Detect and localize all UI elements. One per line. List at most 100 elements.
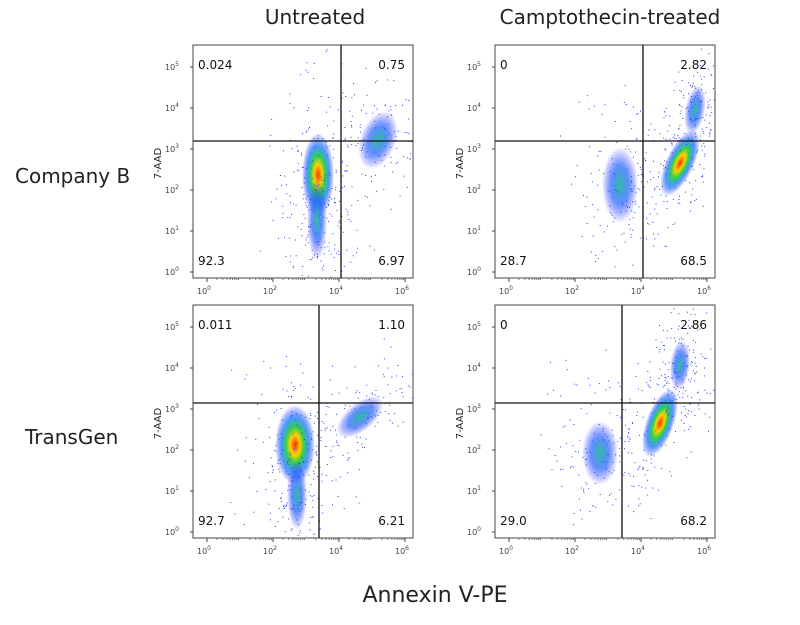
event-dot	[403, 156, 405, 158]
tick-exponent: 3	[175, 143, 179, 150]
event-dot	[689, 381, 691, 383]
event-dot	[669, 471, 671, 473]
tick-base: 10	[395, 287, 405, 296]
event-dot	[591, 181, 593, 183]
density-core	[684, 85, 706, 135]
event-dot	[323, 422, 325, 424]
event-dot	[636, 415, 638, 416]
event-dot	[322, 512, 324, 514]
event-dot	[706, 126, 708, 128]
event-dot	[669, 115, 671, 117]
event-dot	[402, 396, 404, 398]
event-dot	[376, 190, 378, 192]
event-dot	[645, 160, 647, 162]
event-dot	[708, 68, 710, 70]
event-dot	[281, 217, 283, 219]
event-dot	[364, 195, 366, 197]
event-dot	[580, 487, 582, 489]
event-dot	[307, 461, 309, 463]
event-dot	[325, 145, 327, 147]
event-dot	[690, 201, 692, 203]
quadrant-value: 28.7	[500, 254, 527, 268]
event-dot	[694, 380, 696, 382]
event-dot	[586, 223, 588, 224]
event-dot	[342, 92, 344, 94]
event-dot	[659, 349, 661, 350]
quadrant-value: 92.3	[198, 254, 225, 268]
event-dot	[328, 200, 330, 202]
event-dot	[691, 139, 693, 141]
event-dot	[682, 393, 684, 395]
x-tick-label: 100	[499, 545, 513, 556]
event-dot	[701, 145, 703, 147]
event-dot	[588, 108, 590, 110]
event-dot	[675, 138, 677, 140]
event-dot	[301, 166, 303, 168]
event-dot	[334, 244, 336, 246]
event-dot	[638, 206, 640, 208]
event-dot	[691, 86, 693, 88]
event-dot	[687, 82, 689, 84]
event-dot	[713, 65, 714, 67]
event-dot	[333, 256, 335, 258]
tick-base: 10	[467, 487, 477, 496]
event-dot	[664, 363, 666, 365]
event-dot	[283, 506, 284, 507]
event-dot	[628, 148, 630, 150]
event-dot	[402, 104, 403, 106]
event-dot	[585, 482, 587, 484]
tick-base: 10	[631, 287, 641, 296]
event-dot	[326, 147, 328, 149]
density-core	[336, 396, 384, 438]
event-dot	[691, 362, 693, 363]
event-dot	[683, 386, 684, 388]
event-dot	[691, 325, 693, 327]
column-title: Untreated	[265, 5, 365, 29]
event-dot	[664, 111, 666, 113]
event-dot	[701, 128, 703, 130]
quadrant-value: 2.86	[680, 318, 707, 332]
event-dot	[345, 170, 347, 172]
event-dot	[656, 383, 658, 385]
event-dot	[704, 357, 706, 359]
event-dot	[638, 467, 640, 469]
tick-exponent: 0	[509, 285, 513, 292]
tick-exponent: 1	[175, 225, 179, 232]
event-dot	[578, 474, 580, 476]
event-dot	[646, 217, 648, 219]
tick-base: 10	[165, 227, 175, 236]
event-dot	[590, 404, 592, 406]
event-dot	[304, 244, 306, 246]
event-dot	[320, 260, 322, 262]
event-dot	[339, 476, 341, 478]
event-dot	[288, 464, 290, 466]
tick-exponent: 4	[339, 285, 343, 292]
event-dot	[697, 329, 699, 331]
event-dot	[357, 199, 359, 201]
event-dot	[597, 258, 599, 260]
event-dot	[560, 135, 561, 137]
event-dot	[395, 104, 397, 106]
x-tick-label: 100	[197, 285, 211, 296]
quadrant-value: 2.82	[680, 58, 707, 72]
event-dot	[629, 475, 631, 477]
event-dot	[703, 130, 705, 132]
event-dot	[370, 176, 372, 178]
event-dot	[665, 195, 667, 197]
event-dot	[586, 196, 588, 198]
event-dot	[616, 414, 618, 416]
event-dot	[695, 136, 697, 138]
event-dot	[278, 468, 280, 470]
event-dot	[606, 225, 608, 227]
event-dot	[692, 144, 694, 146]
event-dot	[631, 422, 633, 423]
event-dot	[634, 462, 636, 464]
event-dot	[694, 356, 696, 358]
event-dot	[297, 534, 299, 536]
event-dot	[639, 166, 641, 168]
y-tick-label: 102	[467, 184, 481, 195]
event-dot	[387, 367, 389, 369]
event-dot	[317, 135, 319, 137]
event-dot	[631, 188, 633, 190]
event-dot	[403, 175, 405, 177]
